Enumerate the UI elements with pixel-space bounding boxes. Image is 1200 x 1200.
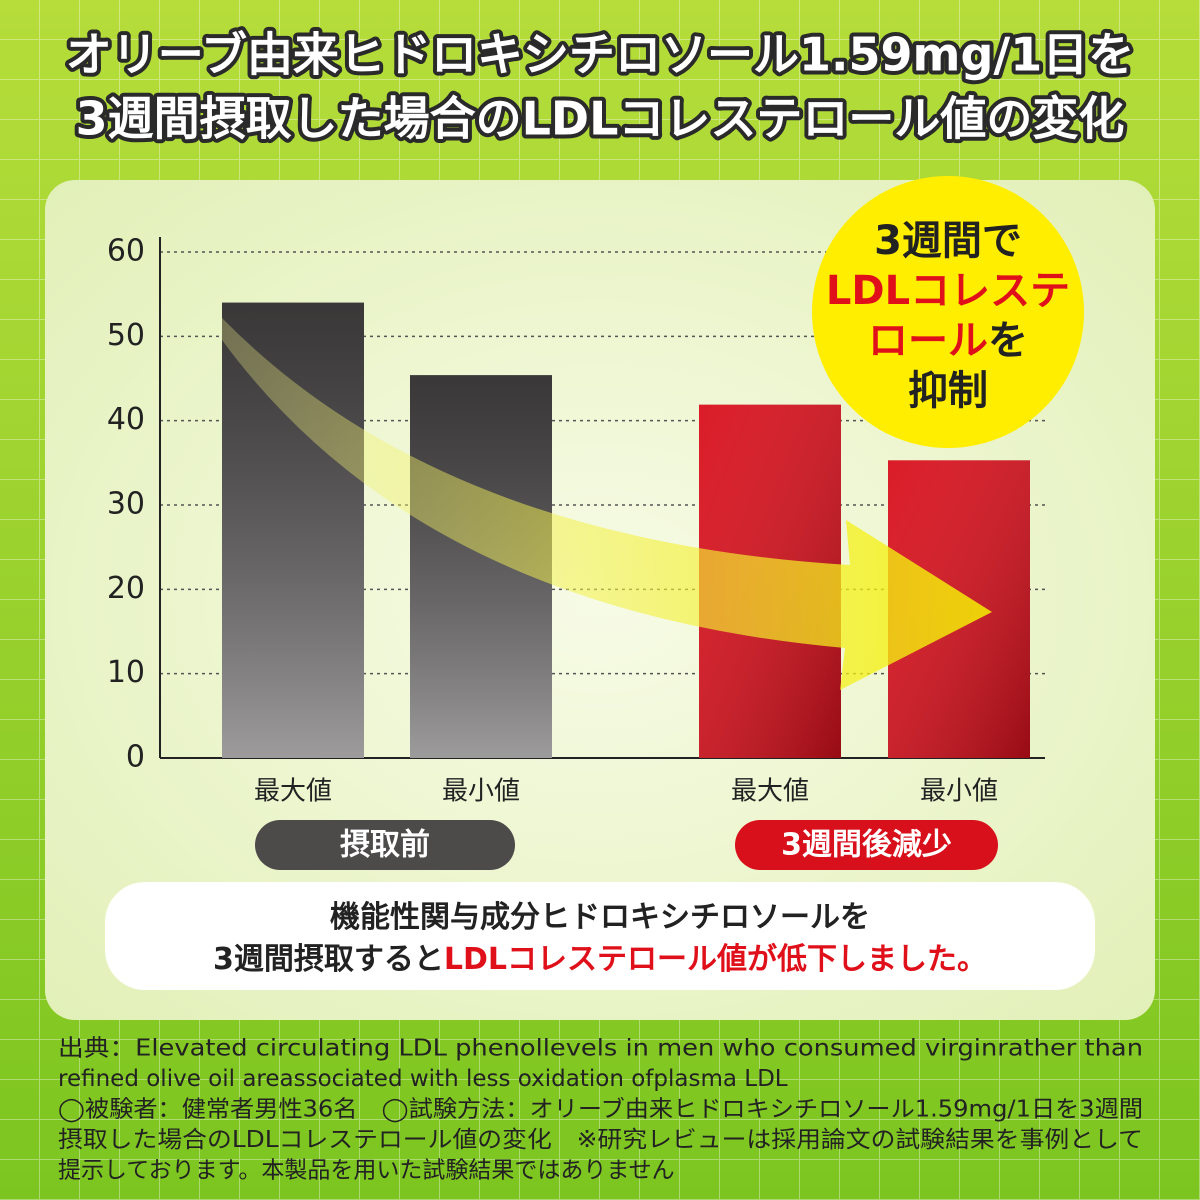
y-tick-label: 20 (107, 571, 145, 606)
group-label: 摂取前 (340, 828, 430, 863)
footnote-line: 摂取した場合のLDLコレステロール値の変化 ※研究レビューは採用論文の試験結果を… (58, 1127, 1143, 1153)
message-text-span: LDLコレステロール値が低下しました。 (444, 942, 987, 977)
group-label: 3週間後減少 (781, 828, 952, 863)
badge-text: 3週間で (874, 218, 1022, 264)
x-tick-label: 最小値 (920, 777, 998, 807)
message-text: 3週間摂取するとLDLコレステロール値が低下しました。 (213, 942, 987, 977)
y-tick-label: 50 (107, 318, 145, 353)
bar-shade (222, 302, 364, 758)
x-tick-label: 最大値 (254, 777, 332, 807)
badge-text-span: ロール (868, 318, 988, 364)
footnote-line: refined olive oil areassociated with les… (58, 1066, 788, 1092)
message-text: 機能性関与成分ヒドロキシチロソールを (330, 900, 870, 935)
group-pill (735, 820, 998, 870)
message-text-span: 3週間摂取すると (213, 942, 444, 977)
y-tick-label: 40 (107, 402, 145, 437)
badge-text: 抑制 (908, 368, 988, 414)
message-box (105, 882, 1095, 990)
badge-text: ロールを (868, 318, 1028, 364)
footnote-line: 出典：Elevated circulating LDL phenollevels… (58, 1036, 1143, 1062)
badge-text: LDLコレステ (826, 268, 1070, 314)
title-line: 3週間摂取した場合のLDLコレステロール値の変化 (76, 92, 1125, 146)
y-tick-label: 0 (126, 740, 145, 775)
group-pill (255, 820, 515, 870)
y-tick-label: 60 (107, 234, 145, 269)
badge-text-span: 抑制 (908, 368, 988, 414)
message: 機能性関与成分ヒドロキシチロソールを 3週間摂取するとLDLコレステロール値が低下… (213, 900, 987, 977)
x-tick-label: 最小値 (442, 777, 520, 807)
message-text-span: 機能性関与成分ヒドロキシチロソールを (330, 900, 870, 935)
trend-arrow (222, 318, 992, 690)
footnote: 出典：Elevated circulating LDL phenollevels… (58, 1036, 1143, 1184)
badge-text-span: 3週間で (874, 218, 1022, 264)
footnote-line: ◯被験者：健常者男性36名 ◯試験方法：オリーブ由来ヒドロキシチロソール1.59… (58, 1097, 1143, 1123)
badge-text-span: LDLコレステ (826, 268, 1070, 314)
badge-text-span: を (988, 318, 1028, 364)
title: オリーブ由来ヒドロキシチロソール1.59mg/1日を 3週間摂取した場合のLDLコ… (62, 24, 1138, 150)
title-line: オリーブ由来ヒドロキシチロソール1.59mg/1日を (66, 28, 1134, 82)
footnote-line: 提示しております。本製品を用いた試験結果ではありません (58, 1158, 675, 1184)
y-tick-label: 30 (107, 487, 145, 522)
y-tick-label: 10 (107, 655, 145, 690)
x-tick-label: 最大値 (731, 777, 809, 807)
badge-circle (812, 176, 1084, 448)
